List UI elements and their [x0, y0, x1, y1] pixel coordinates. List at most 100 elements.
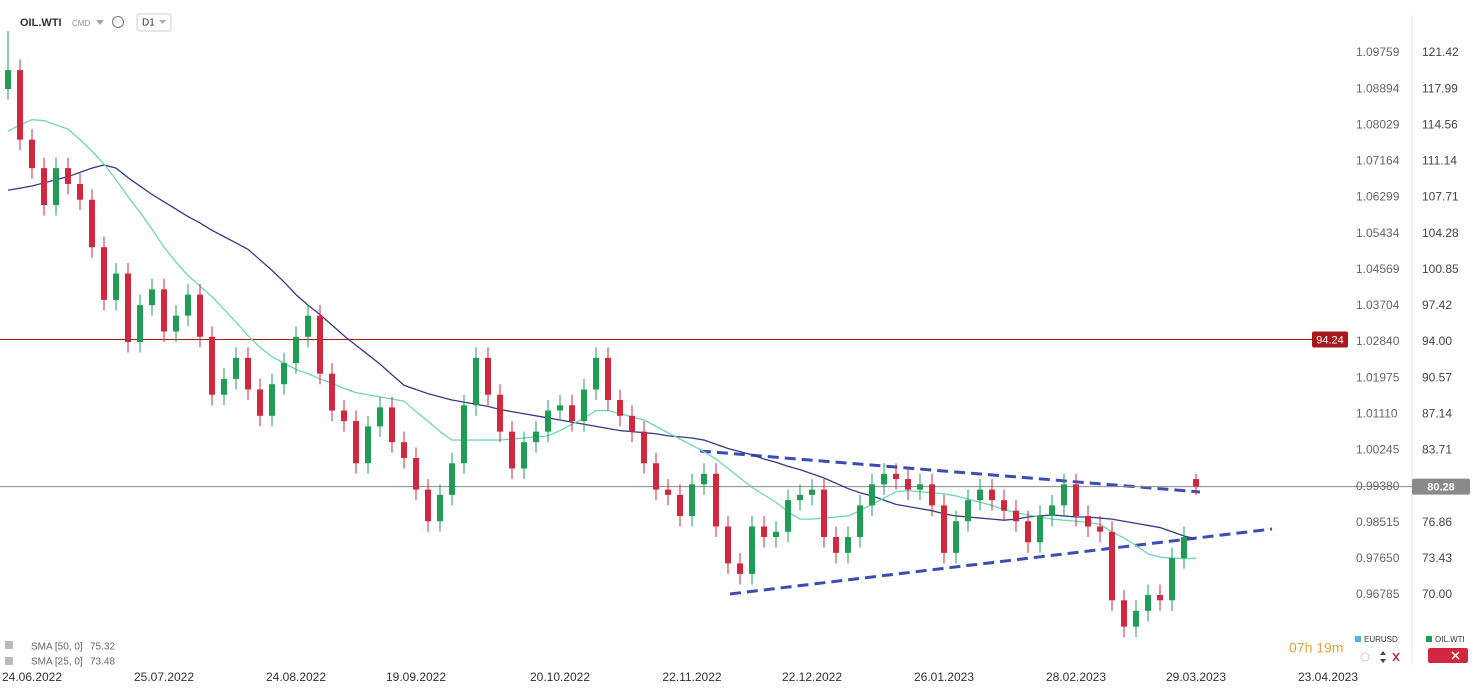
candle-body: [833, 537, 839, 553]
price-badge-label: 94.24: [1316, 334, 1344, 346]
candle-body: [269, 384, 275, 416]
price-badge: [1412, 478, 1470, 495]
candle-body: [701, 473, 707, 485]
candle-body: [1109, 531, 1115, 601]
candle-body: [953, 521, 959, 553]
price-badge: [1312, 331, 1348, 348]
y2-tick-label: 1.09759: [1356, 45, 1400, 59]
candle-body: [149, 289, 155, 306]
y-tick-label: 107.71: [1422, 190, 1459, 204]
remove-button[interactable]: [1428, 648, 1468, 663]
candle-body: [449, 463, 455, 495]
footer: 07h 19m EURUSD OIL.WTI: [1289, 635, 1468, 663]
y-tick-label: 114.56: [1422, 117, 1458, 131]
candle-body: [173, 315, 179, 332]
candle-body: [761, 526, 767, 538]
y-tick-label: 76.86: [1422, 515, 1452, 529]
symbol-swatch: [1355, 636, 1361, 642]
legend-value: 73.48: [90, 657, 115, 668]
y2-tick-label: 1.06299: [1356, 190, 1400, 204]
info-icon[interactable]: [112, 16, 124, 28]
timeframe: D1: [142, 18, 155, 29]
header: OIL.WTI CMD D1: [20, 13, 172, 32]
y2-tick-label: 1.00245: [1356, 443, 1400, 457]
candle-body: [413, 457, 419, 490]
candle-body: [293, 336, 299, 364]
timeframe-box[interactable]: [136, 13, 172, 32]
candle-body: [941, 505, 947, 553]
y-tick-label: 97.42: [1422, 298, 1452, 312]
x-tick-label: 22.11.2022: [662, 670, 721, 684]
y-tick-label: 83.71: [1422, 443, 1452, 457]
symbol[interactable]: EURUSD: [1364, 635, 1398, 644]
candle-body: [749, 526, 755, 574]
candle-body: [329, 373, 335, 411]
candle-body: [1169, 558, 1175, 601]
candle-body: [305, 315, 311, 337]
candle-body: [545, 410, 551, 432]
candle-body: [377, 407, 383, 427]
candle-body: [209, 336, 215, 395]
close-icon[interactable]: [1392, 652, 1400, 662]
candle-body: [113, 273, 119, 300]
y-tick-label: 121.42: [1422, 45, 1459, 59]
trendline: [729, 527, 1273, 596]
x-tick-label: 29.03.2023: [1166, 670, 1226, 684]
dropdown-arrow[interactable]: [96, 20, 104, 25]
candle-body: [1157, 595, 1163, 601]
candle-body: [1037, 515, 1043, 543]
y-tick-label: 111.14: [1422, 154, 1457, 168]
candle-body: [713, 473, 719, 527]
candle-body: [641, 431, 647, 464]
plot-area: [0, 31, 1412, 638]
y-tick-label: 73.43: [1422, 551, 1452, 565]
candle-body: [161, 289, 167, 332]
candle-body: [1133, 610, 1139, 627]
legend: SMA [50, 0] 75.32 SMA [25, 0] 73.48: [5, 641, 115, 668]
symbol-swatch: [1426, 636, 1432, 642]
y-tick-label: 90.57: [1422, 370, 1452, 384]
candle-body: [389, 407, 395, 443]
countdown: 07h 19m: [1289, 640, 1343, 656]
y2-tick-label: 1.08029: [1356, 117, 1400, 131]
candle-body: [473, 357, 479, 406]
candle-body: [245, 357, 251, 390]
candle-body: [53, 168, 59, 206]
candle-body: [1061, 484, 1067, 506]
y2-tick-label: 0.97650: [1356, 551, 1400, 565]
candle-body: [653, 463, 659, 490]
legend-icon[interactable]: [5, 641, 13, 649]
candle-body: [1121, 600, 1127, 627]
candle-body: [485, 357, 491, 395]
candle-body: [581, 389, 587, 422]
candle-body: [77, 183, 83, 200]
candle-body: [461, 405, 467, 464]
visibility-icon[interactable]: [1360, 652, 1370, 662]
move-icon[interactable]: [1380, 651, 1386, 663]
candle-body: [1181, 537, 1187, 559]
y2-tick-label: 1.07164: [1356, 154, 1400, 168]
x-tick-label: 24.08.2022: [266, 670, 326, 684]
y2-tick-label: 1.01975: [1356, 370, 1400, 384]
candle-body: [809, 489, 815, 495]
candle-body: [557, 405, 563, 411]
candle-body: [845, 537, 851, 553]
sma-line: [7, 164, 1197, 540]
candle-body: [785, 500, 791, 532]
legend-value: 75.32: [90, 642, 115, 653]
candle-body: [365, 426, 371, 464]
x-tick-label: 24.06.2022: [2, 670, 62, 684]
candle-body: [101, 247, 107, 300]
candle-body: [965, 500, 971, 522]
x-tick-label: 26.01.2023: [914, 670, 974, 684]
symbol[interactable]: OIL.WTI: [20, 17, 62, 29]
candle-body: [665, 489, 671, 495]
y2-tick-label: 1.02840: [1356, 334, 1400, 348]
close-icon: [1451, 651, 1460, 660]
symbol[interactable]: OIL.WTI: [1435, 635, 1465, 644]
price-badge-label: 80.28: [1427, 482, 1455, 494]
candle-body: [1049, 505, 1055, 516]
legend-icon[interactable]: [5, 657, 13, 665]
legend-name: SMA [25, 0]: [31, 657, 83, 668]
candle-body: [257, 389, 263, 416]
